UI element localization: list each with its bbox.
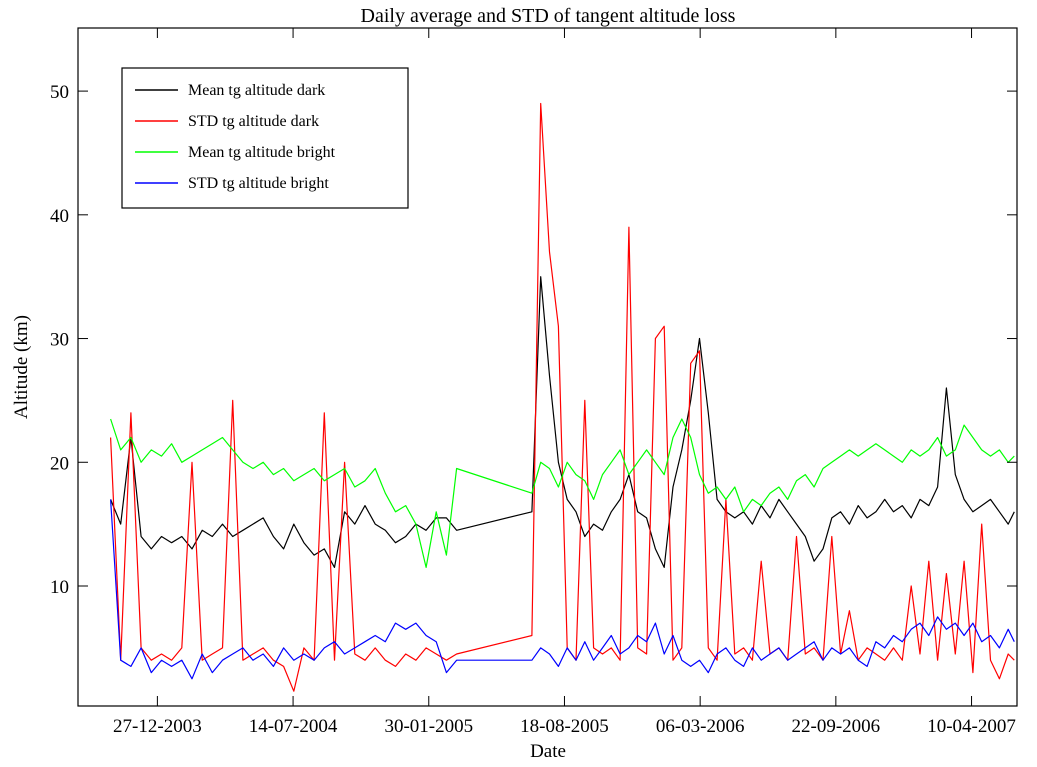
legend-box	[121, 67, 409, 209]
x-tick-label: 27-12-2003	[113, 716, 202, 737]
y-tick-label: 40	[50, 206, 69, 227]
y-tick-label: 10	[50, 577, 69, 598]
legend-label: STD tg altitude dark	[188, 113, 319, 130]
x-tick-label: 30-01-2005	[384, 716, 473, 737]
y-axis-label: Altitude (km)	[11, 315, 32, 419]
x-tick-label: 14-07-2004	[249, 716, 338, 737]
series-line	[110, 499, 1015, 680]
legend-label: Mean tg altitude bright	[188, 144, 336, 161]
chart-title: Daily average and STD of tangent altitud…	[361, 5, 736, 27]
series-line	[110, 102, 1015, 692]
x-tick-label: 10-04-2007	[927, 716, 1016, 737]
y-tick-label: 50	[50, 82, 69, 103]
legend-label: Mean tg altitude dark	[188, 82, 325, 99]
y-tick-label: 20	[50, 453, 69, 474]
x-tick-label: 18-08-2005	[520, 716, 609, 737]
x-tick-label: 22-09-2006	[792, 716, 881, 737]
series-line	[110, 418, 1015, 569]
y-tick-label: 30	[50, 330, 69, 351]
x-tick-label: 06-03-2006	[656, 716, 745, 737]
legend-label: STD tg altitude bright	[188, 175, 329, 192]
x-axis-label: Date	[530, 741, 566, 762]
plot-frame	[77, 27, 1018, 707]
series-line	[110, 276, 1015, 569]
plot-area	[110, 102, 1015, 692]
